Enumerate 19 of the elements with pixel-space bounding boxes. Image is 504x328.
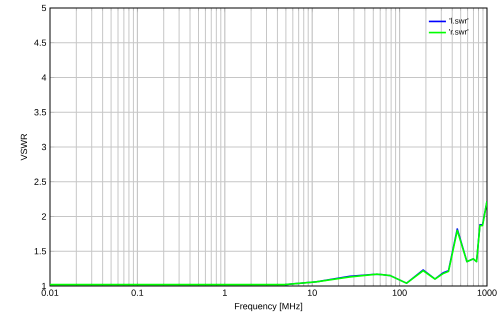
y-tick-label: 2 bbox=[42, 213, 46, 220]
x-tick-label: 100 bbox=[392, 290, 407, 296]
y-tick-label: 4 bbox=[42, 74, 46, 81]
y-tick-label: 1.5 bbox=[34, 248, 46, 254]
x-tick-label: 10 bbox=[308, 290, 317, 296]
y-axis-title: VSWR bbox=[20, 134, 28, 160]
y-tick-label: 3 bbox=[42, 144, 46, 150]
x-tick-label: 1000 bbox=[478, 290, 497, 296]
legend-label: 'r.swr' bbox=[449, 29, 468, 35]
x-tick-label: 0.01 bbox=[42, 290, 58, 296]
x-tick-label: 1 bbox=[222, 290, 227, 296]
y-tick-label: 1 bbox=[42, 282, 46, 290]
x-tick-label: 0.1 bbox=[131, 290, 144, 296]
legend-label: 'l.swr' bbox=[450, 18, 468, 24]
y-tick-label: 4.5 bbox=[34, 40, 46, 46]
x-axis-title: Frequency [MHz] bbox=[234, 302, 302, 312]
y-tick-label: 2.5 bbox=[34, 178, 46, 185]
y-tick-label: 5 bbox=[42, 4, 46, 12]
y-tick-label: 3.5 bbox=[34, 109, 46, 116]
